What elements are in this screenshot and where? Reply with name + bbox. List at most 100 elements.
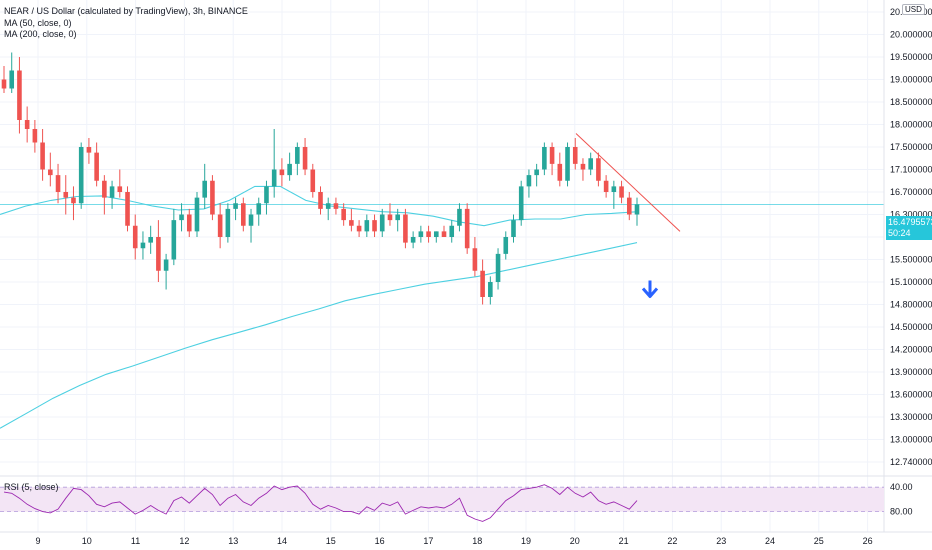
candle[interactable] (534, 163, 539, 187)
candle[interactable] (511, 214, 516, 243)
candle-body[interactable] (1, 79, 7, 89)
candle[interactable] (171, 208, 177, 266)
candle-body[interactable] (518, 186, 524, 221)
candle[interactable] (94, 142, 99, 187)
down-arrow-icon[interactable] (641, 280, 659, 298)
candle[interactable] (488, 276, 493, 305)
candle-body[interactable] (117, 186, 123, 192)
candle-body[interactable] (349, 220, 354, 226)
price-axis[interactable]: 20.5000000020.0000000019.5000000019.0000… (883, 0, 932, 532)
candle-body[interactable] (24, 120, 30, 129)
candle[interactable] (557, 152, 563, 187)
candle[interactable] (186, 208, 192, 237)
candle-body[interactable] (619, 186, 624, 198)
candle[interactable] (356, 220, 362, 237)
candle[interactable] (287, 152, 292, 181)
candle[interactable] (588, 152, 593, 176)
candle-body[interactable] (472, 248, 478, 271)
candle[interactable] (325, 197, 331, 221)
candle[interactable] (233, 197, 238, 221)
candle-body[interactable] (418, 231, 424, 237)
candle[interactable] (596, 152, 601, 187)
candle-body[interactable] (217, 214, 223, 238)
candle-body[interactable] (488, 282, 493, 297)
candle[interactable] (626, 192, 632, 221)
currency-button[interactable]: USD (902, 4, 925, 15)
candle[interactable] (619, 180, 624, 204)
candle[interactable] (78, 142, 84, 209)
candle[interactable] (217, 203, 223, 249)
candle-body[interactable] (318, 192, 323, 209)
candle[interactable] (395, 208, 400, 232)
candle[interactable] (71, 186, 76, 221)
candle-body[interactable] (9, 70, 15, 89)
candle[interactable] (109, 180, 115, 209)
candle-body[interactable] (264, 186, 269, 204)
candle-body[interactable] (148, 237, 153, 243)
candle[interactable] (32, 120, 38, 153)
candle-body[interactable] (634, 204, 640, 215)
candle[interactable] (349, 208, 354, 232)
candle[interactable] (426, 225, 431, 243)
candle-body[interactable] (163, 259, 169, 271)
candle-body[interactable] (364, 220, 370, 232)
candle[interactable] (279, 158, 285, 187)
candle-body[interactable] (356, 225, 362, 232)
candle-body[interactable] (40, 142, 45, 170)
candle-body[interactable] (395, 214, 400, 221)
candle[interactable] (210, 175, 215, 221)
candle[interactable] (580, 158, 586, 181)
candle[interactable] (603, 175, 609, 198)
candle-body[interactable] (17, 70, 22, 121)
candle[interactable] (202, 163, 208, 209)
candle[interactable] (148, 225, 153, 254)
candle-body[interactable] (310, 169, 316, 193)
candle-body[interactable] (63, 192, 69, 198)
candle[interactable] (102, 175, 107, 215)
candle[interactable] (318, 186, 323, 215)
candle[interactable] (310, 163, 316, 198)
candle[interactable] (611, 180, 617, 209)
candle-body[interactable] (580, 163, 586, 170)
candles[interactable] (1, 52, 640, 305)
candle[interactable] (156, 220, 161, 282)
candle-body[interactable] (457, 208, 462, 226)
candle-body[interactable] (132, 225, 138, 249)
candle-body[interactable] (542, 147, 547, 170)
candle[interactable] (441, 225, 447, 237)
candle[interactable] (341, 203, 346, 226)
candle-body[interactable] (279, 169, 285, 176)
candle-body[interactable] (32, 129, 38, 143)
candle[interactable] (55, 163, 61, 204)
candle-body[interactable] (511, 220, 516, 237)
candle-body[interactable] (210, 180, 215, 215)
trendline[interactable] (575, 133, 681, 232)
candle-body[interactable] (102, 180, 107, 198)
candle[interactable] (403, 208, 408, 249)
candle-body[interactable] (341, 208, 346, 221)
candle[interactable] (271, 129, 277, 198)
candle-body[interactable] (248, 214, 254, 226)
candle-body[interactable] (179, 214, 184, 221)
candle-body[interactable] (495, 253, 501, 282)
candle[interactable] (24, 106, 30, 143)
candle-body[interactable] (596, 158, 601, 181)
candle-body[interactable] (94, 152, 99, 181)
candle[interactable] (302, 138, 308, 176)
candle[interactable] (63, 175, 69, 215)
time-axis[interactable]: 9 10 11 12 13 14 15 16 17 18 19 20 21 22 23 24 25 26 (0, 531, 932, 546)
candle[interactable] (241, 197, 246, 232)
candle-body[interactable] (603, 180, 609, 192)
candle-body[interactable] (403, 214, 408, 243)
candle-body[interactable] (333, 203, 339, 209)
candle[interactable] (132, 214, 138, 260)
candle[interactable] (256, 197, 262, 226)
candle[interactable] (40, 129, 45, 181)
candle-body[interactable] (125, 192, 130, 226)
candle[interactable] (480, 259, 485, 305)
candle[interactable] (295, 142, 300, 176)
candle-body[interactable] (433, 231, 439, 237)
candle-body[interactable] (572, 147, 578, 164)
candle-body[interactable] (387, 214, 393, 221)
candle[interactable] (364, 214, 370, 238)
